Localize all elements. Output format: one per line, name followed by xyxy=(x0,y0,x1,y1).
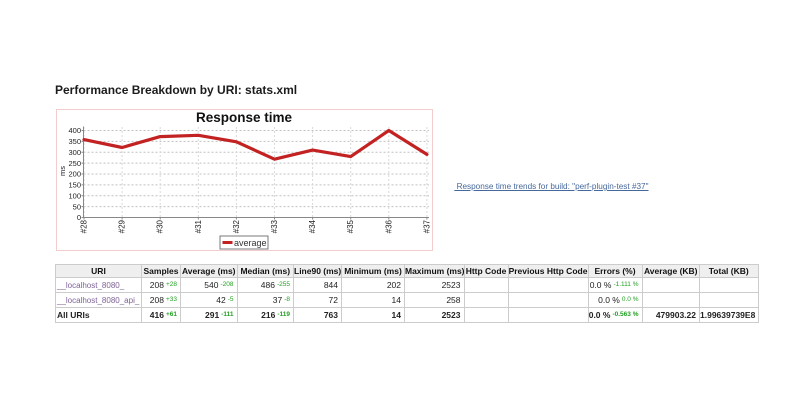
svg-text:#37: #37 xyxy=(422,219,431,233)
svg-text:100: 100 xyxy=(68,191,81,200)
svg-text:#29: #29 xyxy=(118,219,127,233)
svg-text:#35: #35 xyxy=(346,219,355,233)
svg-text:150: 150 xyxy=(68,181,81,190)
svg-text:average: average xyxy=(234,238,267,248)
svg-text:Response time: Response time xyxy=(196,110,293,125)
svg-text:ms: ms xyxy=(58,166,67,176)
svg-text:#33: #33 xyxy=(270,219,279,233)
svg-text:#28: #28 xyxy=(80,219,89,233)
svg-text:#31: #31 xyxy=(194,219,203,233)
svg-text:400: 400 xyxy=(68,126,81,135)
svg-text:300: 300 xyxy=(68,148,81,157)
svg-text:250: 250 xyxy=(68,159,81,168)
svg-text:200: 200 xyxy=(68,170,81,179)
svg-text:#30: #30 xyxy=(156,219,165,233)
svg-text:#36: #36 xyxy=(384,219,393,233)
svg-text:#32: #32 xyxy=(232,219,241,233)
svg-text:0: 0 xyxy=(77,213,81,222)
svg-text:50: 50 xyxy=(73,202,81,211)
svg-text:#34: #34 xyxy=(308,219,317,233)
svg-text:350: 350 xyxy=(68,137,81,146)
